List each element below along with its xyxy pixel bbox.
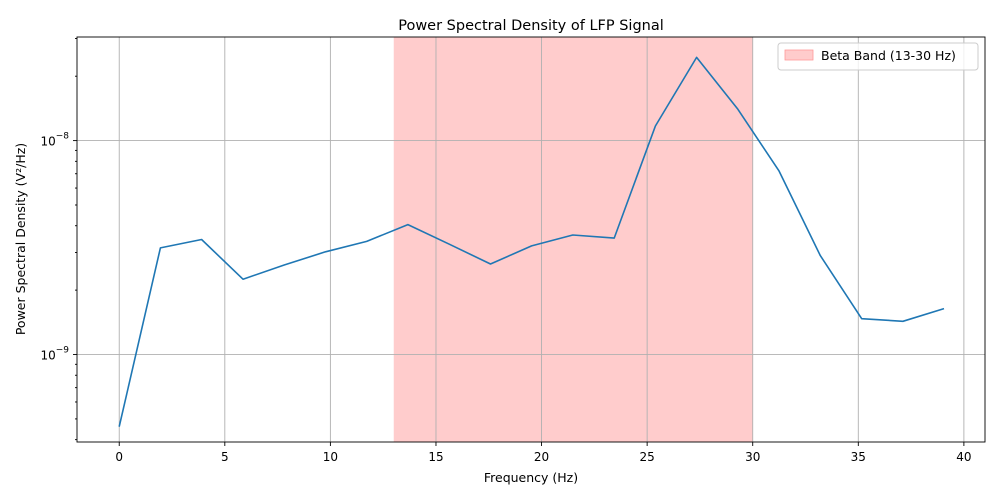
x-tick-label: 30 <box>745 450 760 464</box>
x-tick-label: 25 <box>639 450 654 464</box>
legend-swatch-beta-band <box>784 49 814 61</box>
x-tick-label: 40 <box>956 450 971 464</box>
legend-box <box>777 42 979 71</box>
beta-band-region <box>393 37 753 442</box>
legend-label-beta-band: Beta Band (13-30 Hz) <box>821 48 956 63</box>
x-axis-label: Frequency (Hz) <box>484 470 578 485</box>
x-tick-label: 35 <box>851 450 866 464</box>
x-tick-label: 15 <box>428 450 443 464</box>
x-axis-ticks: 0 5 10 15 20 25 30 35 40 <box>115 442 972 464</box>
x-tick-label: 0 <box>115 450 123 464</box>
y-axis-label: Power Spectral Density (V²/Hz) <box>13 143 28 335</box>
legend: Beta Band (13-30 Hz) <box>777 42 979 71</box>
x-tick-label: 10 <box>323 450 338 464</box>
y-axis-ticks: 10−9 10−8 <box>40 38 77 441</box>
x-tick-label: 5 <box>221 450 229 464</box>
grid-layer <box>77 37 985 442</box>
y-tick-label: 10−8 <box>40 132 69 149</box>
beta-band-layer <box>393 37 753 442</box>
series-layer <box>118 56 945 427</box>
chart-title: Power Spectral Density of LFP Signal <box>398 18 664 34</box>
psd-line <box>118 56 945 427</box>
y-tick-label: 10−9 <box>40 346 69 363</box>
x-tick-label: 20 <box>534 450 549 464</box>
plot-frame <box>76 36 986 443</box>
